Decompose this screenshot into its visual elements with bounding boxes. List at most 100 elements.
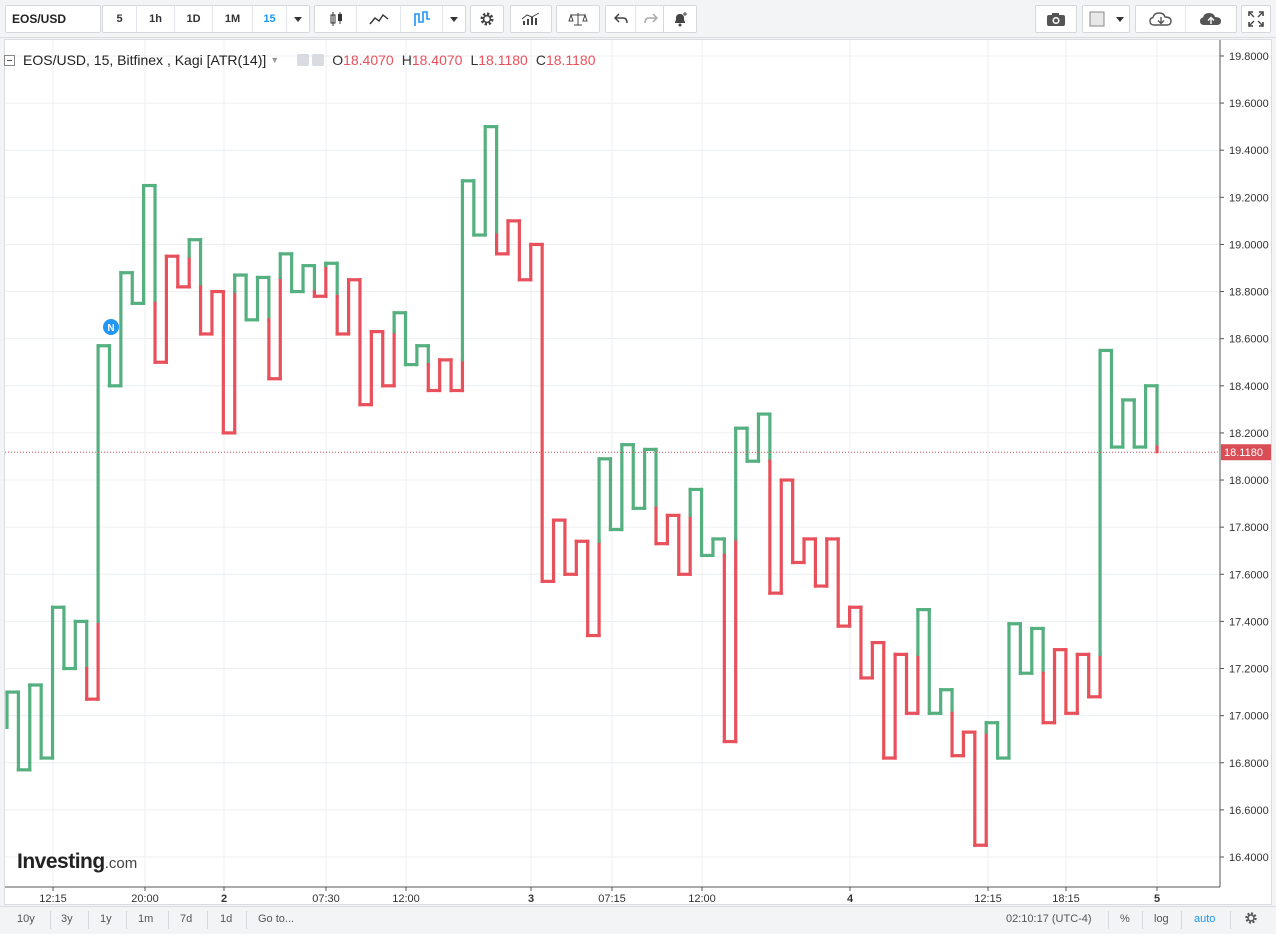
separator [1142, 911, 1143, 929]
news-marker-circle [103, 319, 119, 335]
chart-grid [5, 40, 1220, 887]
settings-gear-icon [480, 12, 494, 26]
redo-button[interactable] [636, 6, 666, 32]
fullscreen-icon [1248, 11, 1264, 27]
x-tick-label: 07:30 [312, 893, 340, 905]
save-chart-button[interactable] [1186, 6, 1236, 32]
top-toolbar: EOS/USD 5 1h 1D 1M 15 [0, 0, 1276, 38]
undo-button[interactable] [606, 6, 636, 32]
legend-close-icon[interactable] [312, 54, 325, 66]
history-group [605, 5, 667, 33]
low-label: L [470, 52, 479, 68]
x-tick-label: 2 [221, 893, 227, 905]
x-tick-label: 12:15 [39, 893, 67, 905]
separator [168, 911, 169, 929]
separator [1230, 911, 1231, 929]
x-tick-label: 18:15 [1052, 893, 1080, 905]
close-label: C [535, 52, 546, 68]
color-picker-button[interactable] [1083, 6, 1129, 32]
x-tick-label: 12:00 [392, 893, 420, 905]
range-7d-button[interactable]: 7d [180, 913, 193, 925]
chart-legend: EOS/USD, 15, Bitfinex , Kagi [ATR(14)] ▼… [4, 50, 596, 70]
chart-panel[interactable] [4, 39, 1272, 905]
range-3y-button[interactable]: 3y [61, 913, 73, 925]
bottom-settings-button[interactable] [1244, 911, 1258, 928]
chevron-down-icon [450, 16, 458, 22]
compare-button[interactable] [557, 6, 599, 32]
range-10y-button[interactable]: 10y [17, 913, 35, 925]
snapshot-button[interactable] [1036, 6, 1076, 32]
y-tick-label: 17.8000 [1229, 522, 1269, 534]
y-tick-label: 19.0000 [1229, 239, 1269, 251]
interval-1m-button[interactable]: 1M [213, 6, 253, 32]
y-tick-label: 19.6000 [1229, 98, 1269, 110]
chart-type-group [314, 5, 466, 33]
x-tick-label: 12:00 [688, 893, 716, 905]
x-tick-label: 07:15 [598, 893, 626, 905]
y-tick-label: 17.2000 [1229, 664, 1269, 676]
chart-type-dropdown-button[interactable] [443, 6, 465, 32]
separator [246, 911, 247, 929]
settings-button[interactable] [471, 6, 503, 32]
separator [50, 911, 51, 929]
kagi-chart-button[interactable] [401, 6, 443, 32]
color-square-icon [1089, 11, 1104, 27]
collapse-legend-button[interactable] [4, 54, 15, 66]
close-value: 18.1180 [545, 52, 596, 68]
legend-settings-icon[interactable] [297, 54, 310, 66]
interval-1h-button[interactable]: 1h [137, 6, 175, 32]
candles-icon [330, 12, 342, 26]
price-axis[interactable]: 16.4000 16.6000 16.8000 17.0000 17.2000 17.40… [1219, 40, 1269, 887]
y-tick-label: 18.0000 [1229, 475, 1269, 487]
legend-tools [297, 54, 325, 66]
y-tick-label: 16.4000 [1229, 852, 1269, 864]
y-tick-label: 18.2000 [1229, 428, 1269, 440]
y-tick-label: 17.4000 [1229, 616, 1269, 628]
cloud-download-icon [1148, 12, 1172, 26]
last-price-line: 18.1180 [5, 444, 1271, 461]
y-tick-label: 17.6000 [1229, 569, 1269, 581]
compare-group [556, 5, 600, 33]
indicators-icon [521, 12, 540, 25]
interval-5-button[interactable]: 5 [103, 6, 137, 32]
open-label: O [332, 52, 344, 68]
open-value: 18.4070 [343, 52, 394, 68]
range-1m-button[interactable]: 1m [138, 913, 154, 925]
fullscreen-button[interactable] [1242, 6, 1270, 32]
interval-group: 5 1h 1D 1M 15 [102, 5, 310, 33]
alert-button[interactable] [664, 6, 696, 32]
log-toggle[interactable]: log [1154, 913, 1169, 925]
y-tick-label: 18.4000 [1229, 381, 1269, 393]
alert-group [663, 5, 697, 33]
high-label: H [401, 52, 412, 68]
goto-date-button[interactable]: Go to... [258, 913, 295, 925]
interval-15-button[interactable]: 15 [253, 6, 287, 32]
range-1y-button[interactable]: 1y [100, 913, 112, 925]
camera-icon [1047, 12, 1065, 26]
auto-scale-toggle[interactable]: auto [1194, 913, 1216, 925]
range-1d-button[interactable]: 1d [220, 913, 233, 925]
news-marker[interactable]: N [103, 319, 119, 335]
legend-title: EOS/USD, 15, Bitfinex , Kagi [ATR(14)] [23, 52, 267, 68]
snapshot-group [1035, 5, 1077, 33]
time-axis[interactable]: 12:15 20:00 2 07:30 12:00 3 07:15 12:00 4 12:15 18… [5, 886, 1220, 905]
logo-brand: Investing [17, 850, 105, 873]
y-tick-label: 18.6000 [1229, 334, 1269, 346]
separator [1181, 911, 1182, 929]
candles-button[interactable] [315, 6, 357, 32]
legend-caret-icon[interactable]: ▼ [270, 55, 280, 65]
symbol-search-input[interactable]: EOS/USD [5, 5, 101, 33]
indicators-button[interactable] [511, 6, 551, 32]
interval-dropdown-button[interactable] [287, 6, 309, 32]
line-chart-icon [368, 13, 388, 25]
x-tick-label: 3 [528, 893, 534, 905]
separator [88, 911, 89, 929]
interval-1d-button[interactable]: 1D [175, 6, 213, 32]
load-chart-button[interactable] [1136, 6, 1186, 32]
bottom-toolbar: 10y 3y 1y 1m 7d 1d Go to... 02:10:17 (UT… [0, 906, 1276, 934]
logo-suffix: .com [104, 855, 138, 872]
cloud-upload-icon [1200, 13, 1221, 25]
percent-toggle[interactable]: % [1120, 913, 1130, 925]
line-chart-button[interactable] [357, 6, 401, 32]
kagi-chart[interactable]: 18.1180 16.4000 16.6000 16.8000 17.0000 17.2… [0, 0, 1276, 906]
